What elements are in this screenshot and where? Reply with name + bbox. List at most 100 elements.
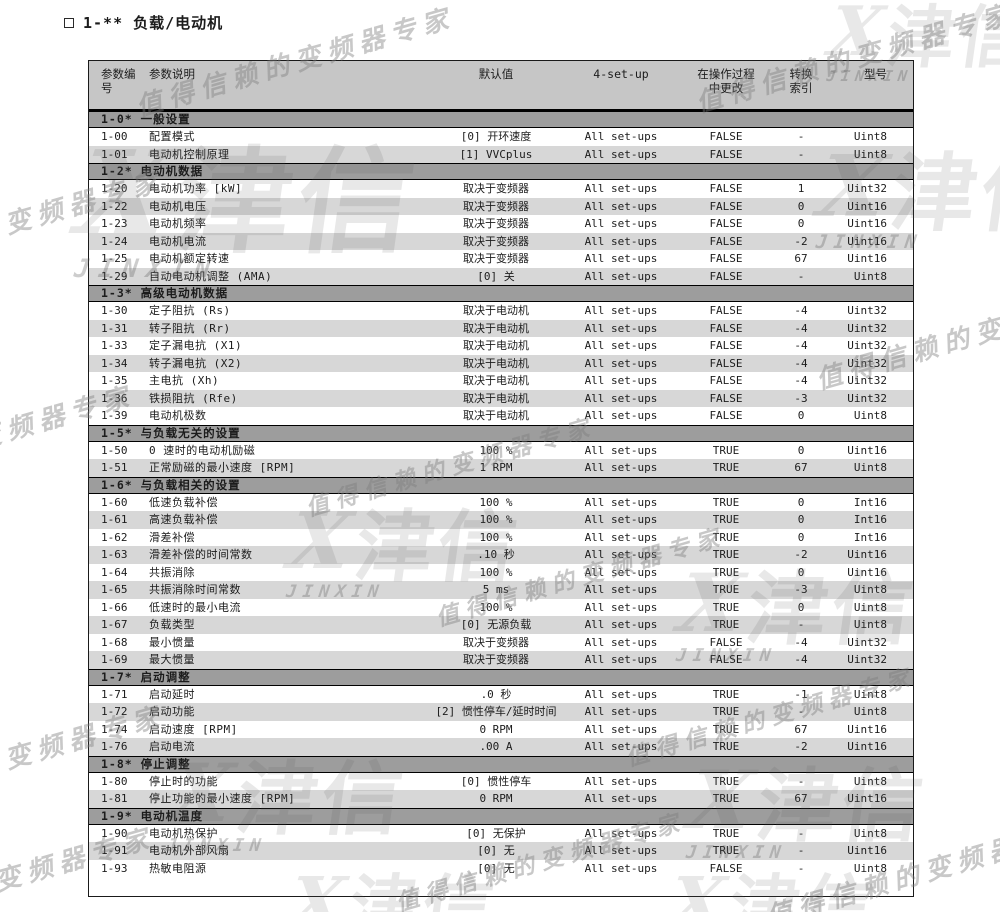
setup-value: All set-ups	[584, 583, 658, 596]
param-desc: 电动机额定转速	[149, 252, 230, 265]
table-row: 1-29 自动电动机调整 (AMA) [0] 关 All set-ups FALSE - U…	[89, 267, 913, 285]
change-flag: FALSE	[709, 147, 743, 161]
param-no: 1-71	[101, 687, 128, 701]
param-desc: 启动电流	[149, 740, 195, 753]
default-value: 0 RPM	[479, 792, 513, 805]
setup-value: All set-ups	[584, 653, 658, 666]
conversion-index: -4	[794, 374, 808, 387]
param-desc: 正常励磁的最小速度 [RPM]	[149, 461, 296, 474]
table-row: 1-80 停止时的功能 [0] 惯性停车 All set-ups TRUE - Uint8	[89, 772, 913, 790]
param-desc: 停止功能的最小速度 [RPM]	[149, 792, 296, 805]
header-change-during-operation: 在操作过程 中更改	[697, 67, 755, 95]
change-flag: TRUE	[712, 461, 740, 474]
conversion-index: -	[797, 705, 805, 718]
table-body: 1-0* 一般设置 1-00 配置模式 [0] 开环速度 All set-ups FALS…	[89, 111, 913, 877]
table-row: 1-81 停止功能的最小速度 [RPM] 0 RPM All set-ups TRUE 6…	[89, 790, 913, 808]
data-type: Uint16	[847, 565, 887, 579]
param-no: 1-91	[101, 844, 128, 857]
data-type: Uint16	[847, 722, 887, 736]
conversion-index: 0	[797, 443, 805, 457]
default-value: [0] 无	[477, 861, 515, 875]
default-value: 取决于电动机	[463, 409, 529, 422]
setup-value: All set-ups	[584, 304, 658, 317]
default-value: 取决于电动机	[463, 356, 529, 370]
param-desc: 配置模式	[149, 130, 195, 143]
setup-value: All set-ups	[584, 217, 658, 230]
param-desc: 电动机功率 [kW]	[149, 182, 243, 195]
param-desc: 共振消除	[149, 565, 195, 579]
change-flag: FALSE	[709, 269, 743, 283]
param-desc: 共振消除时间常数	[149, 583, 241, 596]
data-type: Uint8	[853, 583, 887, 596]
setup-value: All set-ups	[584, 861, 658, 875]
param-no: 1-20	[101, 182, 128, 195]
default-value: 取决于变频器	[463, 252, 529, 265]
data-type: Int16	[853, 530, 887, 544]
setup-value: All set-ups	[584, 844, 658, 857]
table-row: 1-65 共振消除时间常数 5 ms All set-ups TRUE -3 Uint8	[89, 581, 913, 599]
param-desc: 电动机电压	[149, 199, 207, 213]
conversion-index: 1	[797, 182, 805, 195]
square-bullet-icon	[64, 17, 74, 28]
param-desc: 电动机电流	[149, 234, 207, 248]
default-value: 1 RPM	[479, 461, 513, 474]
default-value: [0] 无	[477, 844, 515, 857]
section-heading: 1-6* 与负载相关的设置	[89, 476, 913, 494]
data-type: Uint16	[847, 548, 887, 561]
table-row: 1-60 低速负载补偿 100 % All set-ups TRUE 0 Int16	[89, 493, 913, 511]
change-flag: FALSE	[709, 374, 743, 387]
setup-value: All set-ups	[584, 252, 658, 265]
table-row: 1-63 滑差补偿的时间常数 .10 秒 All set-ups TRUE -2 Uint1…	[89, 546, 913, 564]
default-value: 取决于电动机	[463, 321, 529, 335]
default-value: 100 %	[479, 495, 513, 509]
conversion-index: -4	[794, 304, 808, 317]
table-row: 1-24 电动机电流 取决于变频器 All set-ups FALSE -2 Uint16	[89, 232, 913, 250]
param-desc: 主电抗 (Xh)	[149, 374, 220, 387]
param-desc: 定子漏电抗 (X1)	[149, 339, 243, 352]
data-type: Uint16	[847, 234, 887, 248]
change-flag: FALSE	[709, 321, 743, 335]
change-flag: FALSE	[709, 861, 743, 875]
table-row: 1-62 滑差补偿 100 % All set-ups TRUE 0 Int16	[89, 528, 913, 546]
default-value: 取决于电动机	[463, 304, 529, 317]
param-no: 1-66	[101, 600, 128, 614]
setup-value: All set-ups	[584, 339, 658, 352]
conversion-index: -3	[794, 391, 808, 405]
section-heading: 1-8* 停止调整	[89, 755, 913, 773]
param-no: 1-60	[101, 495, 128, 509]
table-row: 1-91 电动机外部风扇 [0] 无 All set-ups TRUE - Uint16	[89, 842, 913, 860]
table-row: 1-22 电动机电压 取决于变频器 All set-ups FALSE 0 Uint16	[89, 197, 913, 215]
default-value: .00 A	[479, 740, 513, 753]
change-flag: FALSE	[709, 182, 743, 195]
change-flag: FALSE	[709, 130, 743, 143]
header-param-desc: 参数说明	[149, 67, 195, 81]
setup-value: All set-ups	[584, 826, 658, 840]
param-no: 1-35	[101, 374, 128, 387]
param-no: 1-65	[101, 583, 128, 596]
table-row: 1-72 启动功能 [2] 惯性停车/延时时间 All set-ups TRUE - Uin…	[89, 703, 913, 721]
setup-value: All set-ups	[584, 495, 658, 509]
conversion-index: -2	[794, 234, 808, 248]
param-desc: 负载类型	[149, 618, 195, 631]
conversion-index: -3	[794, 583, 808, 596]
table-row: 1-66 低速时的最小电流 100 % All set-ups TRUE 0 Uint8	[89, 598, 913, 616]
conversion-index: 0	[797, 199, 805, 213]
param-no: 1-34	[101, 356, 128, 370]
table-row: 1-35 主电抗 (Xh) 取决于电动机 All set-ups FALSE -4 Uint…	[89, 372, 913, 390]
conversion-index: -	[797, 618, 805, 631]
change-flag: TRUE	[712, 740, 740, 753]
section-heading: 1-2* 电动机数据	[89, 163, 913, 180]
setup-value: All set-ups	[584, 740, 658, 753]
change-flag: TRUE	[712, 705, 740, 718]
table-row: 1-33 定子漏电抗 (X1) 取决于电动机 All set-ups FALSE -4 Ui…	[89, 337, 913, 355]
conversion-index: -4	[794, 635, 808, 649]
table-row: 1-30 定子阻抗 (Rs) 取决于电动机 All set-ups FALSE -4 Uin…	[89, 302, 913, 320]
param-no: 1-61	[101, 513, 128, 526]
data-type: Uint32	[847, 339, 887, 352]
change-flag: TRUE	[712, 495, 740, 509]
param-no: 1-93	[101, 861, 128, 875]
change-flag: FALSE	[709, 217, 743, 230]
data-type: Uint32	[847, 182, 887, 195]
change-flag: FALSE	[709, 391, 743, 405]
param-desc: 热敏电阻源	[149, 861, 207, 875]
